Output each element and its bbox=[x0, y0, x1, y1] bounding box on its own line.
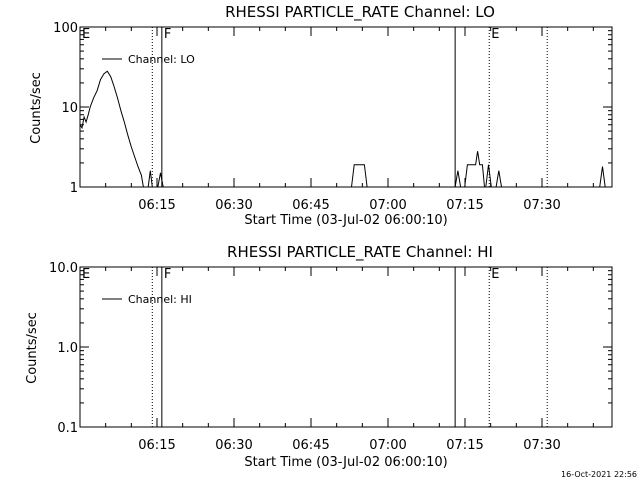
lo-marker-label: E bbox=[82, 27, 90, 42]
hi-marker-label: F bbox=[164, 267, 171, 282]
lo-plot-frame bbox=[79, 26, 613, 188]
lo-series-line bbox=[485, 164, 492, 188]
lo-marker-label: F bbox=[164, 27, 171, 42]
hi-x-tick-label: 06:30 bbox=[215, 438, 252, 453]
hi-x-axis-label: Start Time (03-Jul-02 06:00:10) bbox=[244, 455, 447, 470]
lo-x-tick-label: 06:15 bbox=[138, 198, 175, 213]
lo-x-axis-label: Start Time (03-Jul-02 06:00:10) bbox=[244, 213, 447, 228]
hi-plot-frame bbox=[79, 266, 613, 428]
lo-x-tick-label: 06:45 bbox=[292, 198, 329, 213]
lo-y-tick-label: 100 bbox=[53, 21, 78, 36]
lo-series-line bbox=[599, 166, 606, 188]
hi-marker-label: E bbox=[82, 267, 90, 282]
hi-y-axis-label: Counts/sec bbox=[25, 312, 40, 384]
lo-x-tick-label: 07:30 bbox=[523, 198, 560, 213]
hi-marker-label: E bbox=[491, 267, 499, 282]
lo-y-axis-label: Counts/sec bbox=[29, 72, 44, 144]
lo-plot-panel: 1 10 100 06:15 06:30 06:45 07:00 07:15 07:30 E F E C… bbox=[53, 21, 613, 213]
hi-x-tick-label: 07:15 bbox=[446, 438, 483, 453]
lo-series-line bbox=[454, 170, 462, 188]
lo-marker-label: E bbox=[491, 27, 499, 42]
lo-series-line bbox=[147, 170, 153, 188]
lo-series-line bbox=[157, 172, 164, 188]
lo-series-line bbox=[351, 164, 368, 188]
lo-legend-label: Channel: LO bbox=[128, 53, 195, 66]
lo-x-tick-label: 06:30 bbox=[215, 198, 252, 213]
hi-chart-title: RHESSI PARTICLE_RATE Channel: HI bbox=[227, 243, 493, 262]
lo-chart-title: RHESSI PARTICLE_RATE Channel: LO bbox=[225, 3, 495, 22]
lo-series-line bbox=[79, 70, 144, 188]
lo-y-tick-label: 10 bbox=[61, 101, 78, 116]
lo-x-tick-label: 07:15 bbox=[446, 198, 483, 213]
lo-series-line bbox=[495, 170, 502, 188]
hi-plot-panel: 0.1 1.0 10.0 06:15 06:30 06:45 07:00 07:15 07:30… bbox=[49, 261, 613, 453]
hi-y-tick-label: 10.0 bbox=[49, 261, 78, 276]
hi-x-tick-label: 07:30 bbox=[523, 438, 560, 453]
lo-y-tick-label: 1 bbox=[70, 181, 78, 196]
hi-legend-label: Channel: HI bbox=[128, 293, 192, 306]
footer-timestamp: 16-Oct-2021 22:56 bbox=[561, 470, 637, 479]
hi-x-tick-label: 06:15 bbox=[138, 438, 175, 453]
lo-x-tick-label: 07:00 bbox=[369, 198, 406, 213]
lo-series-line bbox=[464, 151, 485, 188]
hi-x-tick-label: 07:00 bbox=[369, 438, 406, 453]
hi-y-tick-label: 1.0 bbox=[57, 341, 78, 356]
hi-x-tick-label: 06:45 bbox=[292, 438, 329, 453]
hi-y-tick-label: 0.1 bbox=[57, 421, 78, 436]
